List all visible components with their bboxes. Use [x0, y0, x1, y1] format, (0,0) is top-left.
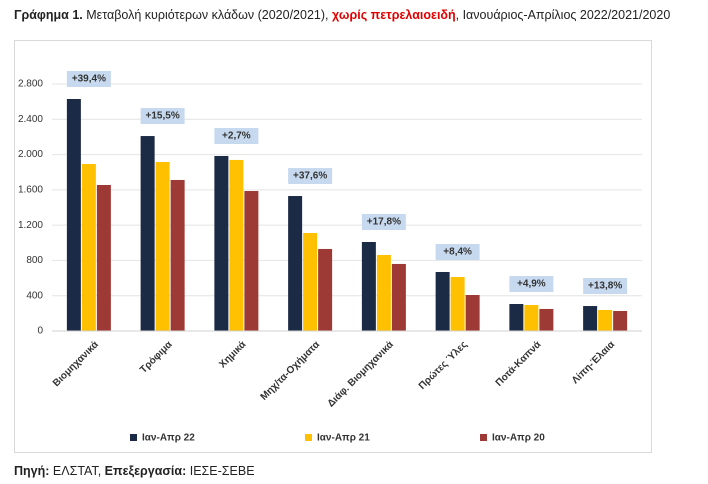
bar	[318, 248, 333, 331]
x-tick-label: Μηχ/τα-Οχήματα	[259, 339, 323, 403]
annotation: +8,4%	[443, 247, 472, 258]
bar	[598, 310, 613, 331]
bar	[140, 136, 155, 331]
source-label: Πηγή:	[14, 464, 50, 478]
annotation: +37,6%	[293, 171, 327, 182]
annotation-box	[140, 108, 185, 125]
source-text: ΕΛΣΤΑΤ,	[52, 464, 102, 478]
x-tick-label: Τρόφιμα	[138, 339, 175, 376]
source-label: Επεξεργασία:	[104, 464, 187, 478]
bar	[81, 164, 96, 331]
bar	[376, 254, 391, 331]
bar	[66, 98, 81, 331]
chart-frame	[14, 40, 652, 453]
annotation: +17,8%	[367, 217, 401, 228]
title-text: Μεταβολή κυριότερων κλάδων (2020/2021),	[86, 8, 329, 22]
annotation: +15,5%	[146, 111, 180, 122]
bar	[244, 191, 259, 331]
title-label: Γράφημα 1.	[14, 8, 83, 22]
bar	[170, 179, 185, 331]
bar	[229, 159, 244, 331]
chart-title: Γράφημα 1. Μεταβολή κυριότερων κλάδων (2…	[14, 8, 670, 22]
bar	[361, 241, 376, 331]
annotation-box	[509, 276, 554, 293]
bar	[96, 185, 111, 331]
x-tick-label: Ποτά-Καπνά	[494, 339, 544, 389]
legend-label: Ιαν-Απρ 21	[317, 433, 370, 444]
y-tick-label: 1.600	[18, 184, 43, 195]
y-tick-label: 2.000	[18, 149, 43, 160]
bar	[524, 304, 539, 331]
bar	[539, 308, 554, 331]
title-highlight: χωρίς πετρελαιοειδή	[332, 8, 456, 22]
bar	[303, 232, 318, 331]
annotation-box	[583, 278, 628, 295]
annotation-box	[66, 70, 111, 87]
bar	[509, 304, 524, 331]
annotation-box	[361, 213, 406, 230]
y-tick-label: 400	[26, 290, 43, 301]
annotation: +39,4%	[72, 74, 106, 85]
annotation-box	[435, 243, 480, 260]
legend-swatch	[130, 434, 137, 441]
legend-label: Ιαν-Απρ 20	[492, 433, 545, 444]
bar	[613, 310, 628, 331]
bar	[583, 306, 598, 331]
annotation: +13,8%	[588, 281, 622, 292]
bar	[155, 161, 170, 331]
bar	[450, 277, 465, 331]
bar	[435, 271, 450, 331]
bar	[288, 196, 303, 331]
bar	[465, 295, 480, 331]
source-text: ΙΕΣΕ-ΣΕΒΕ	[189, 464, 255, 478]
annotation: +4,9%	[517, 279, 546, 290]
title-text: , Ιανουάριος-Απρίλιος 2022/2021/2020	[455, 8, 671, 22]
x-tick-label: Βιομηχανικά	[51, 339, 102, 390]
legend-label: Ιαν-Απρ 22	[142, 433, 195, 444]
source: Πηγή: ΕΛΣΤΑΤ, Επεξεργασία: ΙΕΣΕ-ΣΕΒΕ	[14, 464, 255, 478]
x-tick-label: Λίπη-Έλαια	[570, 339, 618, 387]
x-tick-label: Πρώτες Ύλες	[417, 339, 470, 392]
x-tick-label: Διάφ. Βιομηχανικά	[326, 339, 397, 410]
y-tick-label: 2.800	[18, 79, 43, 90]
y-tick-label: 0	[37, 326, 43, 337]
annotation-box	[214, 127, 259, 144]
bar	[214, 155, 229, 331]
annotation-box	[288, 168, 333, 185]
bar	[391, 263, 406, 331]
annotation: +2,7%	[222, 131, 251, 142]
y-tick-label: 2.400	[18, 114, 43, 125]
y-tick-label: 800	[26, 255, 43, 266]
legend-swatch	[305, 434, 312, 441]
x-tick-label: Χημικά	[217, 339, 249, 371]
legend-swatch	[480, 434, 487, 441]
y-tick-label: 1.200	[18, 220, 43, 231]
